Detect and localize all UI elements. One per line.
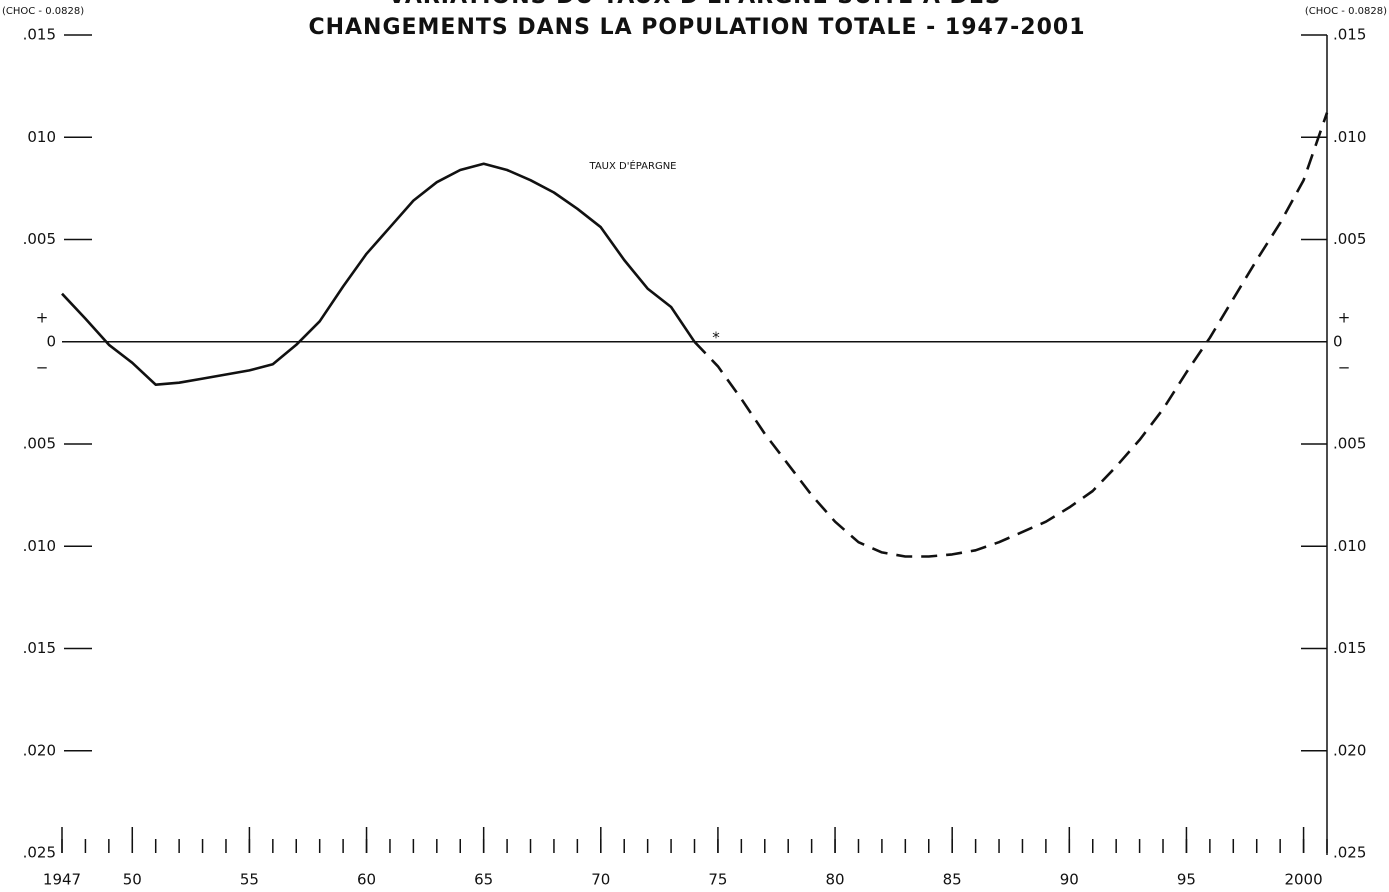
plus-sign: + [36, 309, 49, 327]
x-tick-label: 65 [474, 871, 493, 889]
x-tick-label: 90 [1060, 871, 1079, 889]
x-tick-label: 60 [357, 871, 376, 889]
y-tick-label: 010 [27, 128, 56, 146]
x-tick-label: 55 [240, 871, 259, 889]
x-tick-label: 85 [943, 871, 962, 889]
x-tick-label: 75 [708, 871, 727, 889]
x-tick-label: 2000 [1284, 871, 1322, 889]
y2-tick-label: 0 [1333, 332, 1343, 350]
minus-sign: − [1338, 359, 1351, 377]
y-tick-label: .015 [23, 639, 56, 657]
x-tick-label: 70 [591, 871, 610, 889]
y2-tick-label: .010 [1333, 128, 1366, 146]
y2-tick-label: .010 [1333, 537, 1366, 555]
y-tick-label: .025 [23, 844, 56, 862]
y2-tick-label: .005 [1333, 435, 1366, 453]
x-tick-label: 1947 [43, 871, 81, 889]
y-tick-label: .020 [23, 741, 56, 759]
y-tick-label: .005 [23, 230, 56, 248]
y2-tick-label: .025 [1333, 844, 1366, 862]
minus-sign: − [36, 359, 49, 377]
right-note: (CHOC - 0.0828) [1305, 6, 1387, 17]
y2-tick-label: .015 [1333, 639, 1366, 657]
x-tick-label: 50 [123, 871, 142, 889]
y-tick-label: .015 [23, 26, 56, 44]
chart-title: VARIATIONS DU TAUX D'ÉPARGNE SUITE À DES [388, 0, 1001, 9]
y2-tick-label: .020 [1333, 741, 1366, 759]
x-tick-label: 80 [826, 871, 845, 889]
y-tick-label: .010 [23, 537, 56, 555]
chart-subtitle: CHANGEMENTS DANS LA POPULATION TOTALE - … [308, 15, 1085, 40]
y-tick-label: 0 [46, 332, 56, 350]
marker-note: * [712, 329, 720, 347]
y-tick-label: .005 [23, 435, 56, 453]
plus-sign: + [1338, 309, 1351, 327]
left-note: (CHOC - 0.0828) [2, 6, 84, 17]
series-line [693, 112, 1329, 558]
series-line [61, 162, 696, 386]
series-label: TAUX D'ÉPARGNE [588, 159, 676, 172]
y2-tick-label: .015 [1333, 26, 1366, 44]
x-tick-label: 95 [1177, 871, 1196, 889]
y2-tick-label: .005 [1333, 230, 1366, 248]
